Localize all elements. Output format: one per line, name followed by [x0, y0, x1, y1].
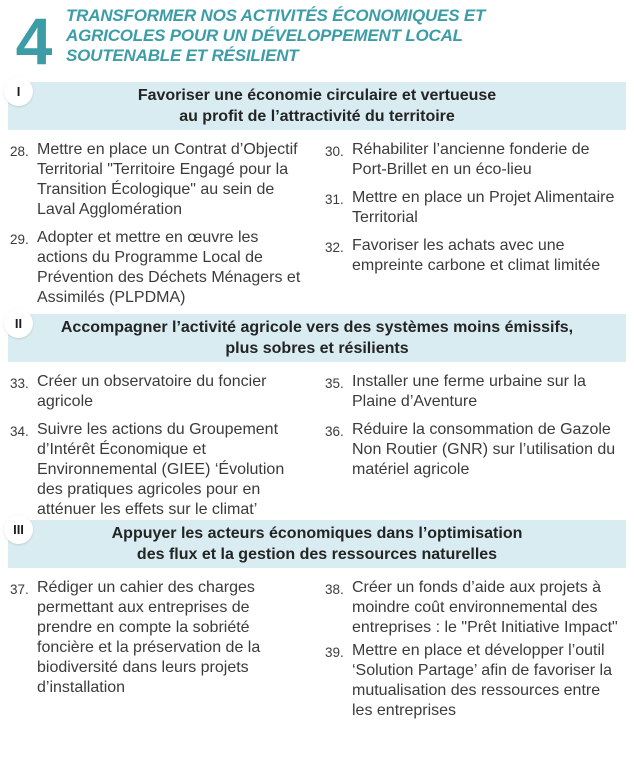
action-item: 31. Mettre en place un Projet Alimentair… [325, 188, 624, 228]
action-item-number: 33. [10, 376, 29, 391]
action-item-text: Suivre les actions du Groupement d’Intér… [37, 421, 285, 518]
right-column: 38. Créer un fonds d’aide aux projets à … [325, 578, 624, 724]
section-title-line: Appuyer les acteurs économiques dans l’o… [111, 525, 523, 542]
action-item: 28. Mettre en place un Contrat d’Objecti… [10, 140, 309, 220]
section-band-1: I Favoriser une économie circulaire et v… [4, 77, 626, 130]
action-item-text: Favoriser les achats avec une empreinte … [352, 237, 601, 274]
action-item-text: Mettre en place un Projet Alimentaire Te… [352, 189, 615, 226]
action-item: 37. Rédiger un cahier des charges permet… [10, 578, 309, 698]
action-item-text: Installer une ferme urbaine sur la Plain… [352, 373, 586, 410]
action-item-text: Créer un observatoire du foncier agricol… [37, 373, 267, 410]
action-item: 39. Mettre en place et développer l’outi… [325, 641, 624, 721]
section-numeral-badge: I [4, 77, 33, 106]
section-band-3: III Appuyer les acteurs économiques dans… [4, 515, 626, 568]
action-item: 30. Réhabiliter l’ancienne fonderie de P… [325, 140, 624, 180]
section-1-items: 28. Mettre en place un Contrat d’Objecti… [0, 130, 634, 308]
action-item-text: Rédiger un cahier des charges permettant… [37, 579, 261, 696]
left-column: 28. Mettre en place un Contrat d’Objecti… [10, 140, 309, 308]
section-numeral-badge: II [4, 309, 33, 338]
action-item: 33. Créer un observatoire du foncier agr… [10, 372, 309, 412]
action-item-number: 37. [10, 582, 29, 597]
chapter-header: 4 TRANSFORMER NOS ACTIVITÉS ÉCONOMIQUES … [0, 0, 634, 78]
chapter-title-line: TRANSFORMER NOS ACTIVITÉS ÉCONOMIQUES ET [66, 6, 486, 25]
action-item-text: Réduire la consommation de Gazole Non Ro… [352, 421, 616, 478]
section-title-line: des flux et la gestion des ressources na… [136, 546, 498, 563]
section-2-items: 33. Créer un observatoire du foncier agr… [0, 362, 634, 520]
section-numeral-badge: III [4, 515, 33, 544]
section-band-2: II Accompagner l’activité agricole vers … [4, 309, 626, 362]
action-item-number: 30. [325, 144, 344, 159]
section-title-line: Accompagner l’activité agricole vers des… [60, 319, 574, 336]
section-title-line: plus sobres et résilients [225, 340, 409, 357]
action-item-number: 39. [325, 645, 344, 660]
action-item-text: Mettre en place un Contrat d’Objectif Te… [37, 141, 298, 218]
chapter-title: TRANSFORMER NOS ACTIVITÉS ÉCONOMIQUES ET… [60, 6, 485, 66]
action-item-number: 38. [325, 582, 344, 597]
chapter-number: 4 [15, 4, 53, 78]
action-item-text: Adopter et mettre en œuvre les actions d… [37, 229, 301, 306]
action-item-text: Mettre en place et développer l’outil ‘S… [352, 642, 612, 719]
action-item-number: 34. [10, 424, 29, 439]
section-title-line: au profit de l’attractivité du territoir… [179, 108, 455, 125]
action-item-text: Créer un fonds d’aide aux projets à moin… [352, 579, 618, 636]
right-column: 30. Réhabiliter l’ancienne fonderie de P… [325, 140, 624, 308]
action-item-number: 32. [325, 240, 344, 255]
left-column: 33. Créer un observatoire du foncier agr… [10, 372, 309, 520]
action-item: 35. Installer une ferme urbaine sur la P… [325, 372, 624, 412]
action-item-number: 31. [325, 192, 344, 207]
action-item-number: 35. [325, 376, 344, 391]
right-column: 35. Installer une ferme urbaine sur la P… [325, 372, 624, 520]
action-item-number: 29. [10, 232, 29, 247]
section-title-line: Favoriser une économie circulaire et ver… [137, 87, 497, 104]
action-item: 32. Favoriser les achats avec une emprei… [325, 236, 624, 276]
left-column: 37. Rédiger un cahier des charges permet… [10, 578, 309, 724]
action-item: 29. Adopter et mettre en œuvre les actio… [10, 228, 309, 308]
chapter-title-line: AGRICOLES POUR UN DÉVELOPPEMENT LOCAL [66, 26, 463, 45]
action-item: 38. Créer un fonds d’aide aux projets à … [325, 578, 624, 638]
action-item-text: Réhabiliter l’ancienne fonderie de Port-… [352, 141, 590, 178]
action-item-number: 28. [10, 144, 29, 159]
action-item-number: 36. [325, 424, 344, 439]
action-item: 34. Suivre les actions du Groupement d’I… [10, 420, 309, 520]
section-3-items: 37. Rédiger un cahier des charges permet… [0, 568, 634, 724]
chapter-title-line: SOUTENABLE ET RÉSILIENT [66, 46, 299, 65]
action-item: 36. Réduire la consommation de Gazole No… [325, 420, 624, 480]
